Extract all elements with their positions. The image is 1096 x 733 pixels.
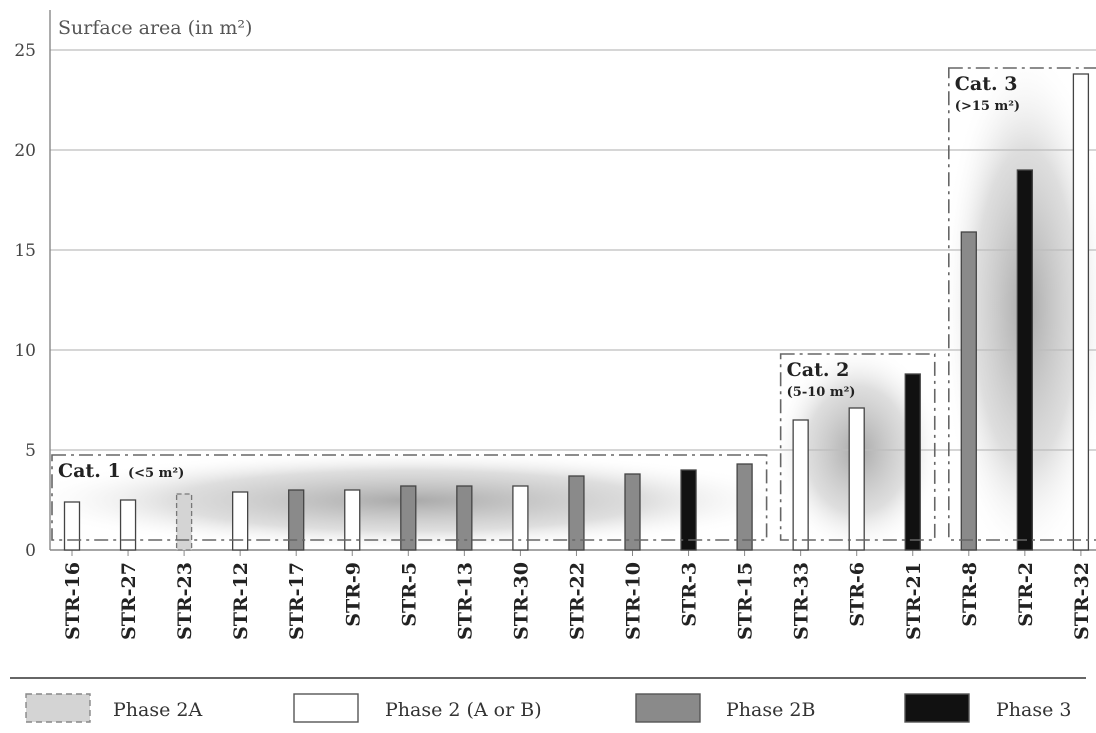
bar-str-8 <box>960 231 977 551</box>
category-1-frame <box>51 454 768 541</box>
y-tick-label: 5 <box>25 441 36 461</box>
legend-swatch <box>293 693 359 723</box>
bar-str-6 <box>848 407 865 551</box>
bar-str-32 <box>1072 73 1090 551</box>
bar-str-9 <box>344 489 361 551</box>
x-tick-label: STR-33 <box>791 562 813 640</box>
bar-str-12 <box>231 491 249 551</box>
x-tick-label: STR-3 <box>679 562 701 627</box>
legend-label: Phase 2A <box>113 699 202 721</box>
category-2-frame <box>779 353 936 541</box>
x-tick-label: STR-6 <box>847 562 869 627</box>
bar-str-2 <box>1016 169 1033 551</box>
bar-str-10 <box>624 473 641 551</box>
legend-label: Phase 3 <box>996 699 1071 721</box>
category-3-frame <box>947 67 1096 541</box>
x-tick-label: STR-16 <box>62 562 84 640</box>
y-tick-label: 25 <box>14 41 36 61</box>
legend-label: Phase 2B <box>726 699 815 721</box>
bar-str-23 <box>175 493 193 551</box>
legend-swatch <box>904 693 970 723</box>
category-1-range: (<5 m²) <box>128 466 184 481</box>
y-tick-label: 10 <box>14 341 36 361</box>
x-tick-label: STR-9 <box>342 562 364 627</box>
x-tick-label: STR-8 <box>959 562 981 627</box>
y-tick-label: 0 <box>25 541 36 561</box>
bar-str-16 <box>63 501 81 551</box>
x-tick-label: STR-32 <box>1071 562 1093 640</box>
category-3-range: (>15 m²) <box>955 99 1020 114</box>
category-1-title: Cat. 1 <box>58 460 121 482</box>
y-tick-label: 20 <box>14 141 36 161</box>
bar-str-33 <box>792 419 809 551</box>
x-tick-label: STR-23 <box>174 562 196 640</box>
category-3-title: Cat. 3 <box>955 73 1018 95</box>
bar-str-22 <box>568 475 585 551</box>
category-2-title: Cat. 2 <box>787 359 850 381</box>
bar-str-15 <box>736 463 753 551</box>
bar-str-5 <box>400 485 417 551</box>
x-tick-label: STR-5 <box>398 562 420 627</box>
x-tick-label: STR-21 <box>903 562 925 640</box>
y-axis-label: Surface area (in m²) <box>58 17 252 39</box>
x-tick-label: STR-27 <box>118 562 140 640</box>
bar-str-17 <box>288 489 305 551</box>
x-tick-label: STR-12 <box>230 562 252 640</box>
bar-str-30 <box>512 485 529 551</box>
bar-str-13 <box>456 485 473 551</box>
bar-str-3 <box>680 469 697 551</box>
x-tick-label: STR-13 <box>454 562 476 640</box>
x-tick-label: STR-17 <box>286 562 308 640</box>
y-tick-label: 15 <box>14 241 36 261</box>
x-tick-label: STR-22 <box>566 562 588 640</box>
legend-swatch <box>635 693 701 723</box>
legend-label: Phase 2 (A or B) <box>385 699 542 721</box>
bar-str-27 <box>119 499 137 551</box>
category-2-range: (5-10 m²) <box>787 385 856 400</box>
x-tick-label: STR-2 <box>1015 562 1037 627</box>
bar-str-21 <box>904 373 921 551</box>
x-tick-label: STR-30 <box>510 562 532 640</box>
x-tick-label: STR-15 <box>735 562 757 640</box>
x-tick-label: STR-10 <box>623 562 645 640</box>
legend-swatch <box>25 693 91 723</box>
